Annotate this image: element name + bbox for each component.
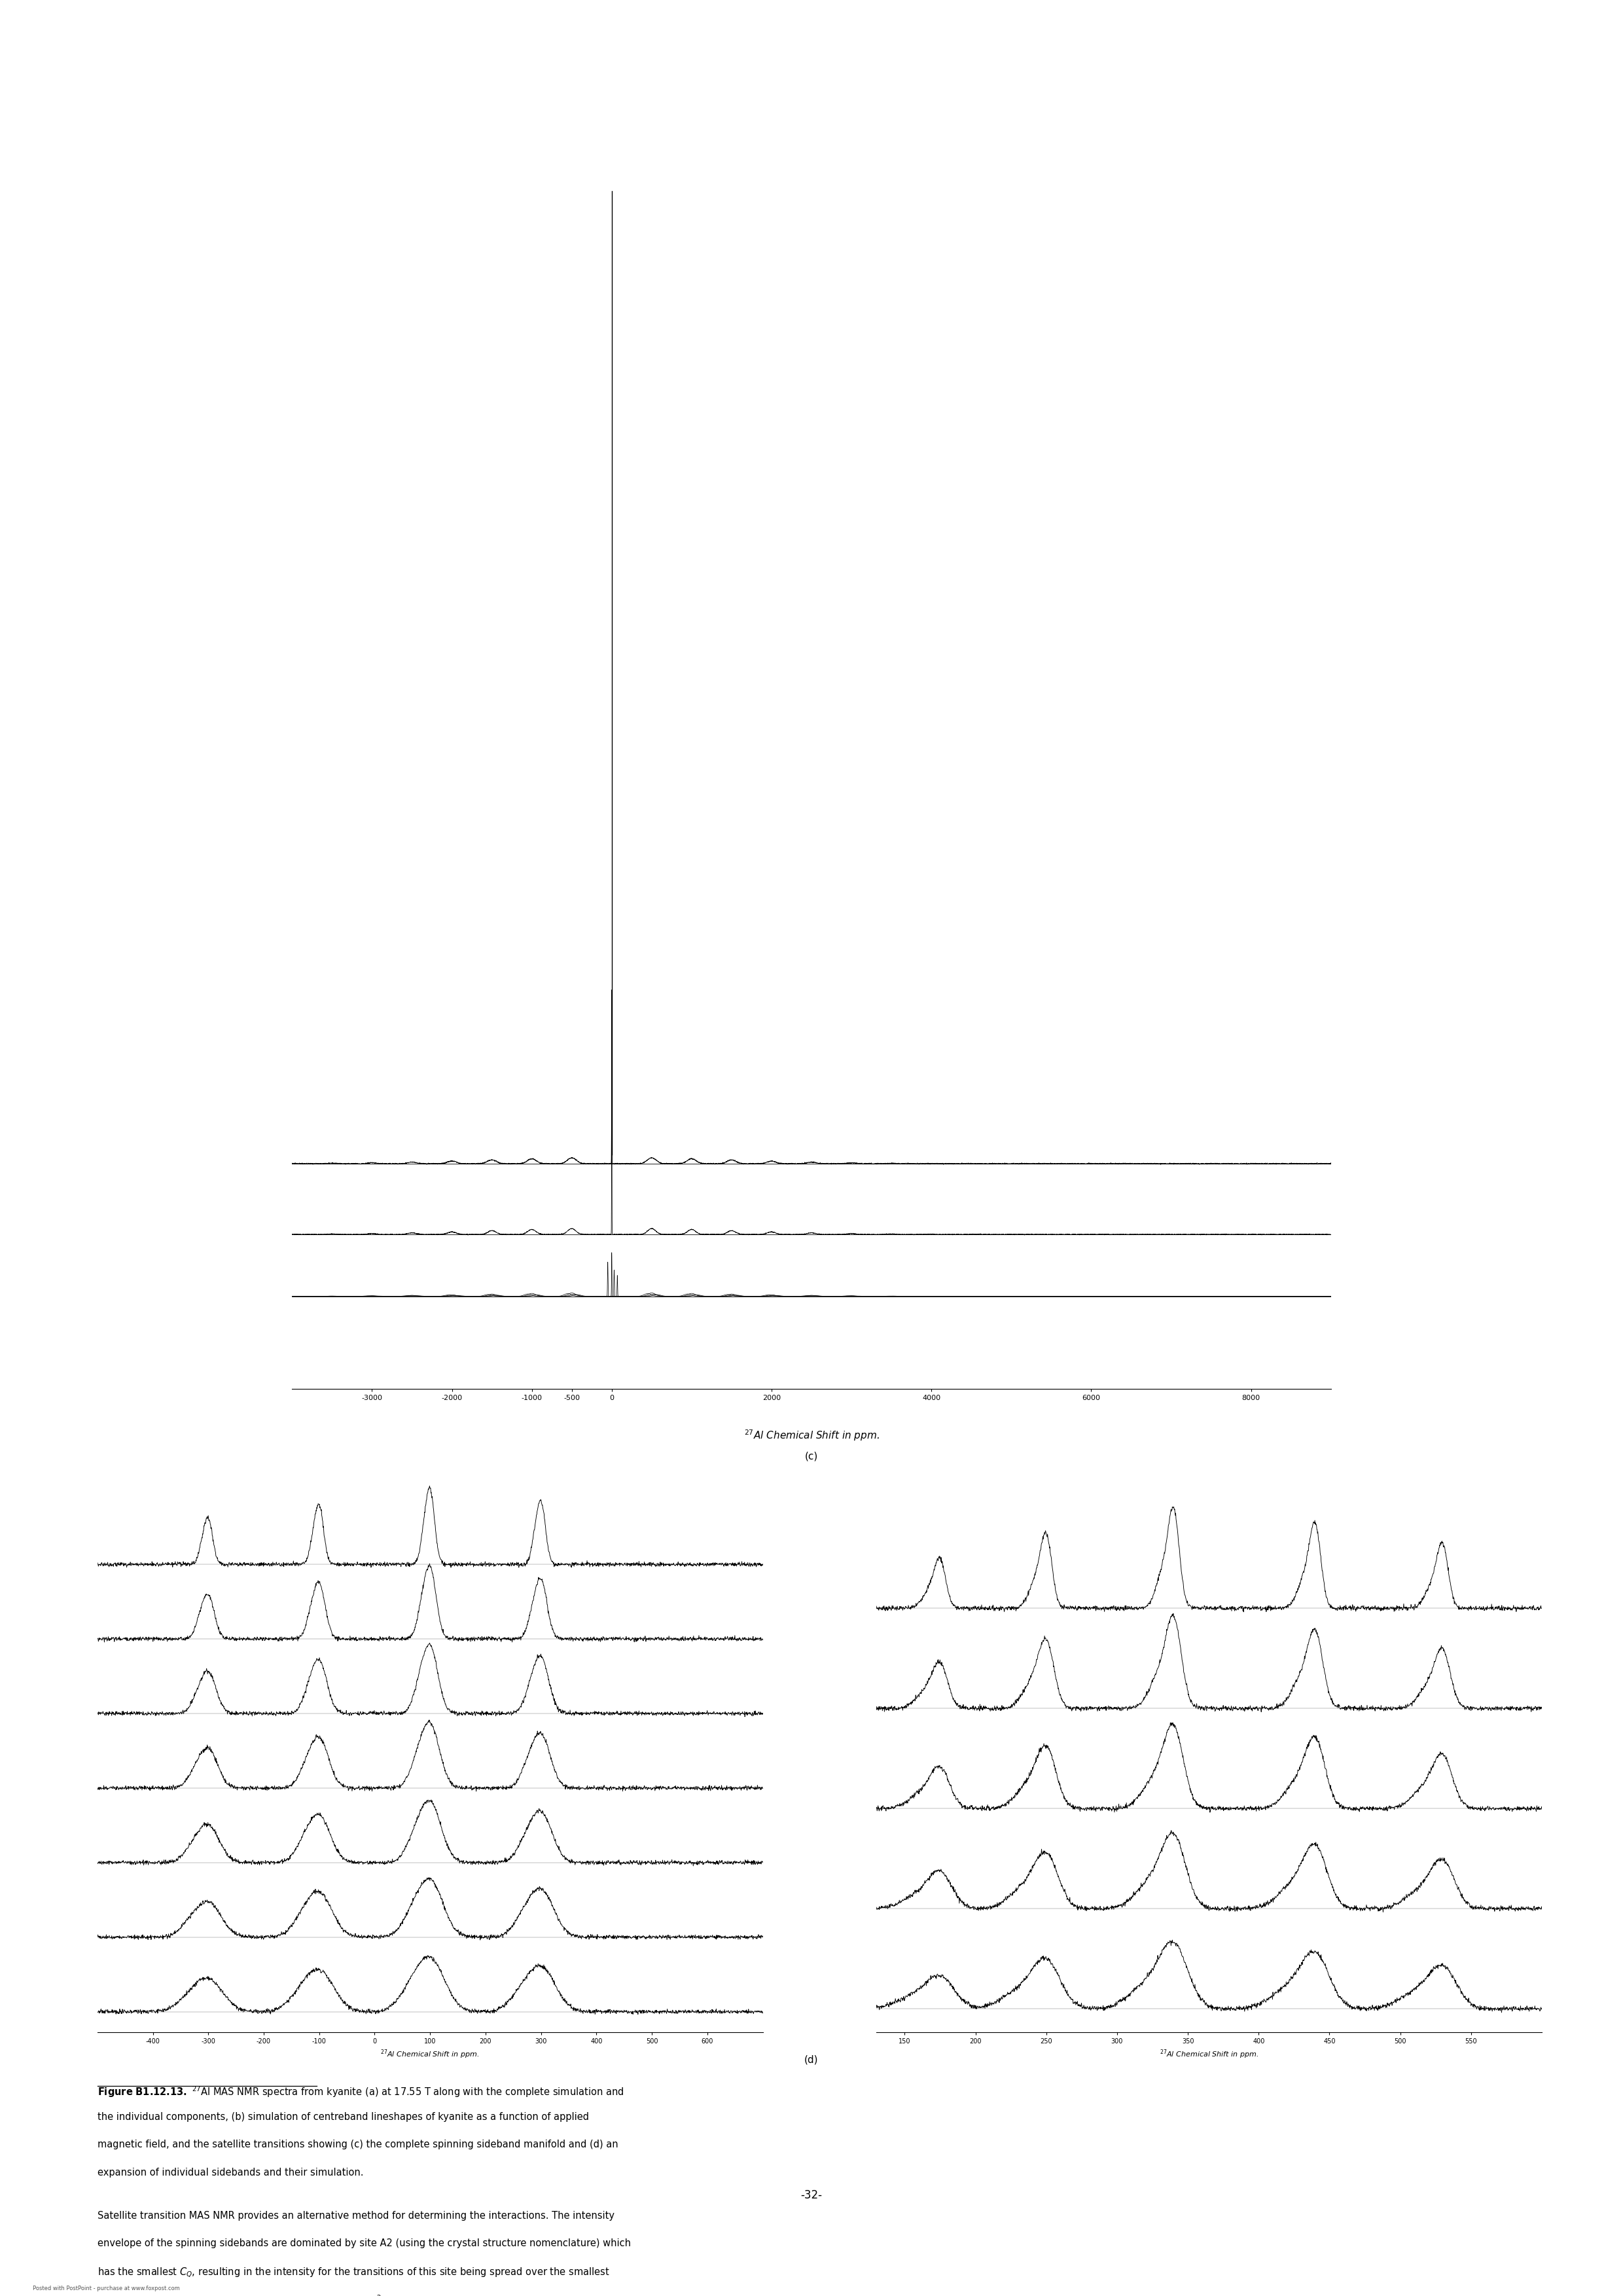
Text: magnetic field, and the satellite transitions showing (c) the complete spinning : magnetic field, and the satellite transi… xyxy=(97,2140,618,2149)
Text: expansion of individual sidebands and their simulation.: expansion of individual sidebands and th… xyxy=(97,2167,364,2177)
Text: Posted with PostPoint - purchase at www.foxpost.com: Posted with PostPoint - purchase at www.… xyxy=(32,2285,180,2291)
Text: $^{27}$Al Chemical Shift in ppm.: $^{27}$Al Chemical Shift in ppm. xyxy=(743,1428,880,1442)
Text: has the smallest $C_Q$, resulting in the intensity for the transitions of this s: has the smallest $C_Q$, resulting in the… xyxy=(97,2266,610,2280)
Text: -32-: -32- xyxy=(800,2188,823,2202)
X-axis label: $^{27}$Al Chemical Shift in ppm.: $^{27}$Al Chemical Shift in ppm. xyxy=(380,2048,480,2060)
X-axis label: $^{27}$Al Chemical Shift in ppm.: $^{27}$Al Chemical Shift in ppm. xyxy=(1159,2048,1259,2060)
Text: (d): (d) xyxy=(805,2055,818,2064)
Text: range ($\propto C_Q$), and will have the narrowest sidebands ($\propto C_Q^{\ 2}: range ($\propto C_Q$), and will have the… xyxy=(97,2294,613,2296)
Text: Satellite transition MAS NMR provides an alternative method for determining the : Satellite transition MAS NMR provides an… xyxy=(97,2211,615,2220)
Text: $\mathbf{Figure\ B1.12.13.}$ $^{27}$Al MAS NMR spectra from kyanite (a) at 17.55: $\mathbf{Figure\ B1.12.13.}$ $^{27}$Al M… xyxy=(97,2085,623,2099)
Text: (c): (c) xyxy=(805,1451,818,1460)
Text: envelope of the spinning sidebands are dominated by site A2 (using the crystal s: envelope of the spinning sidebands are d… xyxy=(97,2239,631,2248)
Text: the individual components, (b) simulation of centreband lineshapes of kyanite as: the individual components, (b) simulatio… xyxy=(97,2112,589,2122)
